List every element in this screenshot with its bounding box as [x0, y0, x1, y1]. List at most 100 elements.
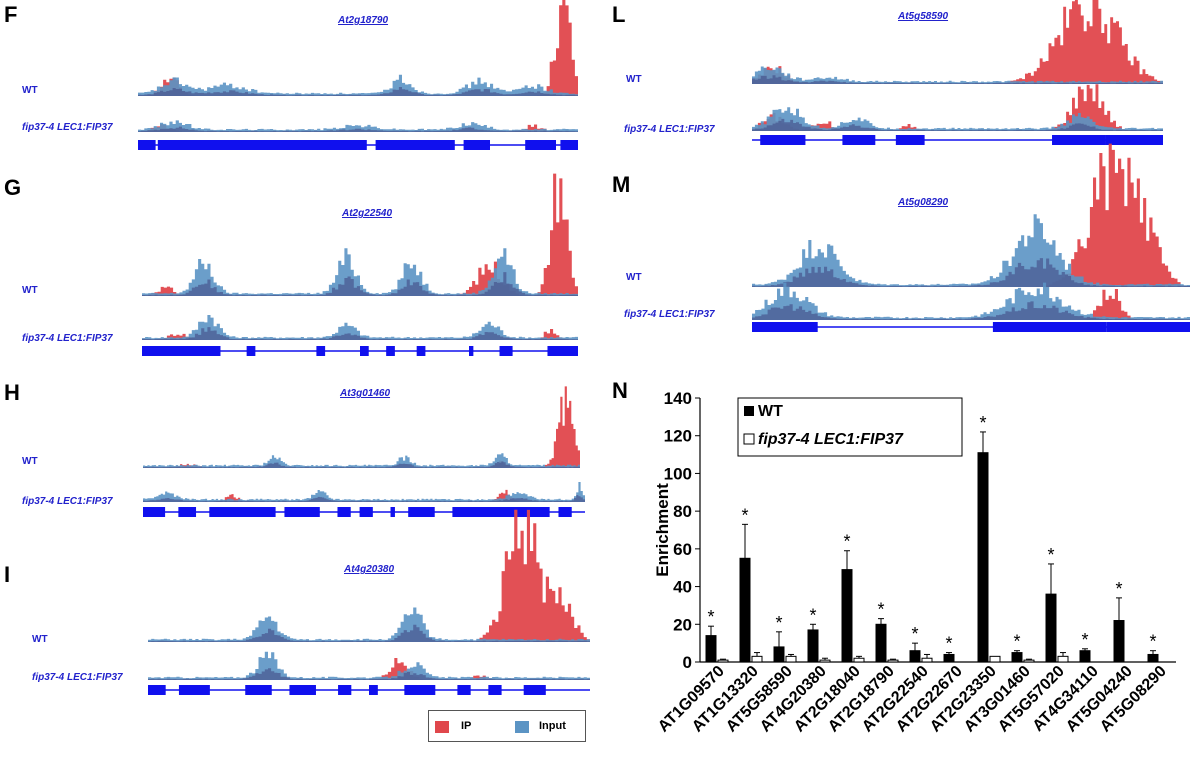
overlap-coverage-h-mut	[143, 495, 585, 502]
bar-wt	[807, 629, 819, 663]
significance-star: *	[979, 413, 986, 433]
exon-l-1	[842, 135, 876, 145]
bar-wt	[1113, 620, 1125, 663]
y-tick-label: 80	[673, 502, 692, 521]
gene-name-f: At2g18790	[338, 15, 389, 26]
exon-i-3	[289, 685, 316, 695]
significance-star: *	[1013, 632, 1020, 652]
panel-label-m: M	[612, 172, 631, 197]
gene-name-h: At3g01460	[340, 388, 391, 399]
y-tick-label: 100	[664, 464, 692, 483]
bar-wt	[841, 569, 853, 663]
exon-h-2	[209, 507, 276, 517]
ip-coverage-l-mut	[752, 84, 1163, 131]
bar-wt	[739, 557, 751, 663]
overlap-coverage-i-wt	[148, 624, 590, 642]
overlap-coverage-g-wt	[142, 272, 578, 296]
bar-mutant	[853, 657, 865, 663]
exon-g-8	[547, 346, 578, 356]
legend-label-wt: WT	[758, 403, 783, 420]
exon-h-0	[143, 507, 166, 517]
track-label-mut-i: fip37-4 LEC1:FIP37	[32, 672, 123, 683]
exon-i-1	[178, 685, 210, 695]
exon-i-0	[148, 685, 166, 695]
input-coverage-i-wt	[148, 607, 590, 642]
exon-f-2	[375, 140, 455, 150]
bar-wt	[1045, 593, 1057, 663]
legend-swatch-wt	[744, 406, 754, 416]
legend-swatch-mutant	[743, 433, 755, 445]
panel-label-g: G	[4, 175, 22, 200]
ip-coverage-h-mut	[143, 489, 585, 502]
bar-wt	[977, 452, 989, 663]
y-tick-label: 120	[664, 427, 692, 446]
bar-wt	[1147, 653, 1159, 663]
significance-star: *	[911, 624, 918, 644]
gene-name-m: At5g08290	[898, 197, 949, 208]
overlap-coverage-l-mut	[752, 118, 1163, 131]
panel-label-i: I	[4, 562, 11, 587]
ip-coverage-m-mut	[752, 289, 1190, 320]
ip-coverage-i-mut	[148, 658, 590, 680]
bar-mutant	[989, 655, 1001, 663]
legend-label-mutant: fip37-4 LEC1:FIP37	[758, 431, 904, 448]
significance-star: *	[1149, 632, 1156, 652]
bar-mutant	[887, 659, 899, 663]
ip-coverage-m-wt	[752, 143, 1190, 287]
input-legend-label: Input	[539, 720, 566, 732]
ip-swatch	[435, 721, 449, 733]
exon-g-6	[469, 346, 474, 356]
track-label-mut-f: fip37-4 LEC1:FIP37	[22, 122, 113, 133]
exon-g-0	[142, 346, 221, 356]
coverage-legend: IP Input	[428, 710, 586, 742]
y-tick-label: 140	[664, 389, 692, 408]
bar-mutant	[751, 655, 763, 663]
track-label-mut-h: fip37-4 LEC1:FIP37	[22, 496, 113, 507]
overlap-coverage-m-wt	[752, 258, 1190, 287]
overlap-coverage-i-mut	[148, 668, 590, 680]
exon-f-5	[560, 140, 578, 150]
overlap-coverage-g-mut	[142, 327, 578, 340]
significance-star: *	[741, 505, 748, 525]
exon-i-7	[457, 685, 471, 695]
exon-l-2	[895, 135, 925, 145]
track-label-mut-m: fip37-4 LEC1:FIP37	[624, 309, 715, 320]
input-coverage-m-mut	[752, 282, 1190, 320]
y-tick-label: 40	[673, 578, 692, 597]
exon-g-1	[246, 346, 256, 356]
overlap-coverage-m-mut	[752, 301, 1190, 320]
input-coverage-f-wt	[138, 74, 578, 96]
bar-mutant	[717, 659, 729, 663]
exon-g-5	[416, 346, 426, 356]
input-swatch	[515, 721, 529, 733]
bar-wt	[943, 653, 955, 663]
exon-f-0	[138, 140, 156, 150]
ip-coverage-l-wt	[752, 0, 1163, 84]
bar-mutant	[785, 655, 797, 663]
y-axis-label: Enrichment	[653, 483, 672, 577]
bar-mutant	[819, 659, 831, 663]
track-label-mut-l: fip37-4 LEC1:FIP37	[624, 124, 715, 135]
panel-label-n: N	[612, 378, 628, 403]
exon-f-4	[525, 140, 556, 150]
ip-coverage-i-wt	[148, 509, 590, 642]
bar-wt	[1079, 650, 1091, 663]
exon-h-1	[178, 507, 197, 517]
exon-l-3	[1052, 135, 1106, 145]
track-label-wt-h: WT	[22, 456, 38, 467]
track-label-mut-g: fip37-4 LEC1:FIP37	[22, 333, 113, 344]
exon-g-4	[386, 346, 395, 356]
exon-l-4	[1105, 135, 1163, 145]
exon-h-3	[284, 507, 320, 517]
exon-i-6	[404, 685, 436, 695]
exon-f-3	[463, 140, 490, 150]
exon-m-1	[992, 322, 1107, 332]
exon-m-2	[1106, 322, 1190, 332]
exon-m-0	[752, 322, 818, 332]
track-label-wt-i: WT	[32, 634, 48, 645]
significance-star: *	[1081, 630, 1088, 650]
significance-star: *	[1047, 545, 1054, 565]
y-tick-label: 0	[683, 653, 692, 672]
